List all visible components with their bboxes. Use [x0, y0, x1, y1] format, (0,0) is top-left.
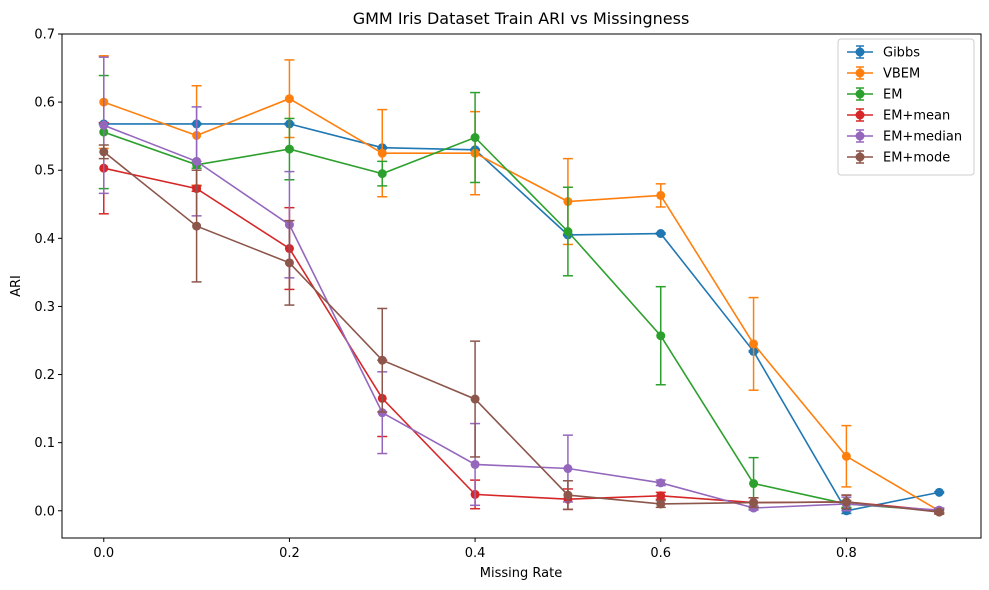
data-point	[377, 169, 387, 179]
legend-item: EM+median	[847, 129, 962, 145]
y-axis-title: ARI	[9, 275, 24, 297]
data-point	[749, 498, 759, 508]
x-axis: 0.0 0.2 0.4 0.6 0.8	[93, 538, 857, 561]
legend-label: VBEM	[883, 67, 920, 82]
y-tick-label: 0.5	[34, 164, 55, 179]
data-point	[656, 491, 666, 501]
data-point	[563, 464, 573, 474]
data-point	[377, 148, 387, 158]
y-tick-label: 0.1	[34, 436, 55, 451]
data-point	[656, 229, 666, 239]
data-point	[99, 120, 109, 130]
legend-item: Gibbs	[847, 45, 920, 61]
data-point	[656, 190, 666, 200]
legend-label: EM	[883, 88, 902, 103]
data-point	[470, 459, 480, 469]
legend-swatch-marker	[855, 131, 865, 141]
series-em-mode	[98, 144, 945, 517]
legend-label: EM+median	[883, 130, 962, 145]
data-point	[470, 133, 480, 143]
series-gibbs	[98, 119, 945, 516]
y-tick-label: 0.6	[34, 96, 55, 111]
series-layer	[98, 55, 945, 517]
data-point	[563, 490, 573, 500]
legend-item: EM+mode	[847, 150, 950, 166]
data-point	[99, 147, 109, 157]
data-point	[934, 507, 944, 517]
data-point	[749, 479, 759, 489]
legend-swatch-marker	[855, 152, 865, 162]
plot-frame	[61, 33, 982, 539]
legend-swatch-marker	[855, 68, 865, 78]
legend-item: EM	[847, 87, 902, 103]
x-tick-label: 0.0	[93, 546, 114, 561]
legend-label: Gibbs	[883, 46, 920, 61]
data-point	[284, 258, 294, 268]
y-tick-label: 0.7	[34, 28, 55, 43]
y-tick-label: 0.4	[34, 232, 55, 247]
series-line	[103, 124, 940, 511]
plot-area	[61, 33, 982, 539]
data-point	[284, 144, 294, 154]
x-axis-title: Missing Rate	[480, 566, 562, 581]
data-point	[656, 499, 666, 509]
series-line	[103, 131, 940, 512]
y-tick-label: 0.3	[34, 300, 55, 315]
y-tick-label: 0.2	[34, 368, 55, 383]
data-point	[377, 355, 387, 365]
data-point	[192, 156, 202, 166]
data-point	[470, 394, 480, 404]
legend-swatch-marker	[855, 110, 865, 120]
data-point	[284, 94, 294, 104]
y-axis: 0.0 0.1 0.2 0.3 0.4 0.5 0.6 0.7	[34, 28, 62, 519]
data-point	[563, 227, 573, 237]
legend-label: EM+mode	[883, 151, 950, 166]
legend-label: EM+mean	[883, 109, 950, 124]
x-tick-label: 0.2	[279, 546, 300, 561]
x-tick-label: 0.8	[836, 546, 857, 561]
x-tick-label: 0.4	[465, 546, 486, 561]
series-line	[103, 123, 940, 512]
legend: Gibbs VBEM EM EM+mean EM+median EM+mode	[837, 38, 975, 176]
data-point	[656, 331, 666, 341]
series-line	[103, 151, 940, 513]
data-point	[841, 451, 851, 461]
y-tick-label: 0.0	[34, 504, 55, 519]
x-tick-label: 0.6	[650, 546, 671, 561]
legend-item: EM+mean	[847, 108, 950, 124]
series-line	[103, 167, 940, 512]
data-point	[192, 221, 202, 231]
series-em	[98, 74, 945, 516]
data-point	[656, 478, 666, 488]
data-point	[934, 487, 944, 497]
legend-swatch-marker	[855, 89, 865, 99]
legend-item: VBEM	[847, 66, 920, 82]
chart-title: GMM Iris Dataset Train ARI vs Missingnes…	[353, 9, 690, 28]
data-point	[749, 339, 759, 349]
data-point	[841, 497, 851, 507]
series-line	[103, 97, 940, 512]
legend-swatch-marker	[855, 47, 865, 57]
